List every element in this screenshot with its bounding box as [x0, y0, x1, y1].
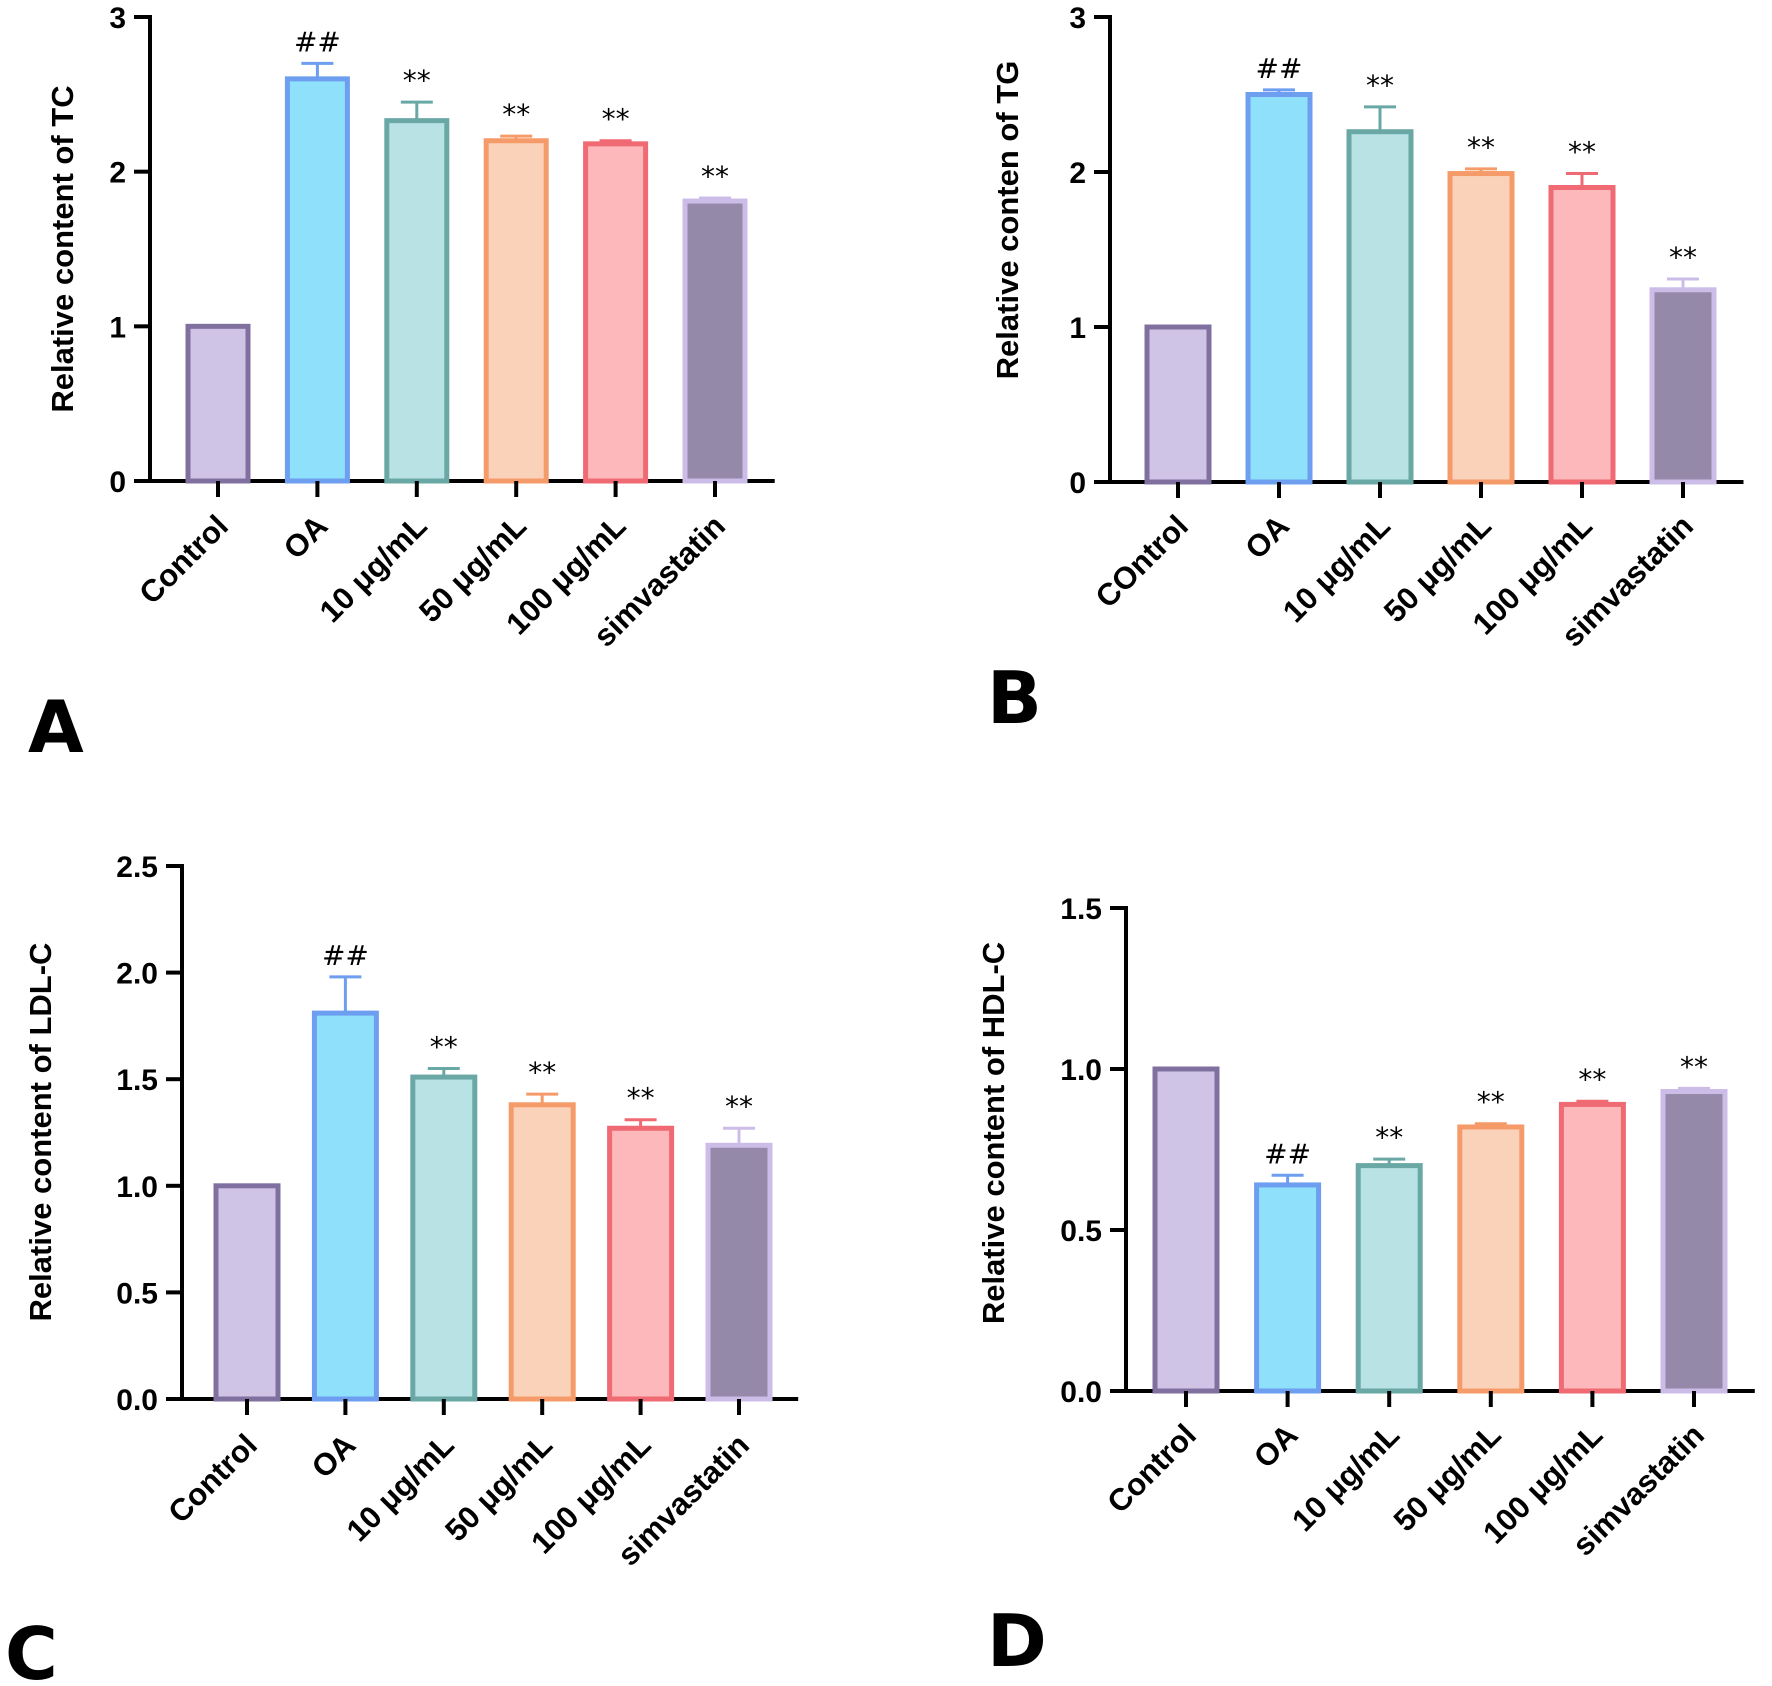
bar-6	[1649, 287, 1717, 485]
significance-label: **	[430, 1031, 458, 1064]
bar-1	[185, 323, 251, 484]
category-label: Control	[132, 508, 235, 611]
y-tick-label: 2	[1069, 157, 1086, 190]
bar-1	[1152, 1066, 1220, 1394]
significance-label: **	[1680, 1050, 1708, 1083]
panel-letter: B	[987, 656, 1042, 740]
chart-panel-B: 0 1 2 3 Relative conten of TG COntrol ## OA ** 10…	[987, 2, 1744, 740]
chart-panel-C: 0.0 0.5 1.0 1.5 2.0 2.5 Relative content of LD…	[5, 851, 799, 1686]
y-tick-label: 1	[109, 311, 126, 344]
significance-label: ##	[322, 939, 369, 972]
significance-label: **	[1578, 1063, 1606, 1096]
y-tick-label: 1.0	[116, 1171, 158, 1204]
y-tick-label: 0.5	[116, 1277, 158, 1310]
bar-2	[1254, 1182, 1322, 1394]
y-axis-title: Relative content of LDL-C	[23, 943, 58, 1322]
bar-5	[607, 1125, 675, 1402]
y-tick-label: 0.5	[1060, 1215, 1102, 1248]
category-label: Control	[161, 1427, 264, 1530]
chart-panel-A: 0 1 2 3 Relative content of TC Control ## OA ** 1…	[28, 2, 775, 769]
bar-5	[1558, 1101, 1626, 1394]
y-tick-label: 1.5	[116, 1064, 158, 1097]
y-tick-label: 1	[1069, 312, 1086, 345]
bar-4	[483, 138, 549, 484]
category-label: OA	[1238, 508, 1296, 566]
category-label: 10 μg/mL	[1285, 1417, 1406, 1538]
bar-6	[705, 1142, 773, 1402]
category-label: 10 μg/mL	[313, 508, 434, 629]
significance-label: **	[403, 64, 431, 97]
significance-label: **	[502, 98, 530, 131]
bar-4	[508, 1102, 576, 1402]
significance-label: **	[725, 1090, 753, 1123]
y-tick-label: 1.0	[1060, 1054, 1102, 1087]
y-tick-label: 0.0	[116, 1384, 158, 1417]
bar-3	[1355, 1163, 1423, 1394]
bar-1	[213, 1183, 281, 1402]
category-label: Control	[1100, 1417, 1203, 1520]
y-tick-label: 0.0	[1060, 1376, 1102, 1409]
category-label: 10 μg/mL	[340, 1427, 461, 1548]
significance-label: ##	[294, 25, 341, 58]
y-tick-label: 2.5	[116, 851, 158, 884]
bar-1	[1144, 324, 1212, 485]
y-tick-label: 2	[109, 157, 126, 190]
category-label: OA	[277, 508, 335, 566]
bar-4	[1447, 171, 1515, 485]
significance-label: **	[528, 1056, 556, 1089]
significance-label: ##	[1264, 1137, 1311, 1170]
category-label: OA	[305, 1427, 363, 1485]
chart-panel-D: 0.0 0.5 1.0 1.5 Relative content of HDL-C Con…	[976, 893, 1755, 1683]
significance-label: **	[1467, 131, 1495, 164]
y-tick-label: 3	[1069, 2, 1086, 35]
category-label: COntrol	[1089, 508, 1195, 614]
significance-label: **	[1366, 69, 1394, 102]
bar-3	[410, 1074, 478, 1402]
y-tick-label: 2.0	[116, 958, 158, 991]
significance-label: **	[602, 103, 630, 136]
y-tick-label: 1.5	[1060, 893, 1102, 926]
category-label: 10 μg/mL	[1276, 508, 1397, 629]
significance-label: ##	[1256, 52, 1303, 85]
panel-letter: D	[987, 1599, 1047, 1683]
bar-2	[311, 1010, 379, 1402]
bar-3	[384, 118, 450, 484]
significance-label: **	[701, 160, 729, 193]
panel-letter: A	[28, 685, 84, 769]
y-axis-title: Relative content of HDL-C	[976, 942, 1011, 1324]
significance-label: **	[1375, 1121, 1403, 1154]
y-tick-label: 0	[1069, 467, 1086, 500]
bar-6	[682, 198, 748, 484]
significance-label: **	[1568, 136, 1596, 169]
bar-2	[284, 76, 350, 484]
y-axis-title: Relative conten of TG	[990, 61, 1025, 380]
category-label: OA	[1247, 1417, 1305, 1475]
significance-label: **	[1477, 1086, 1505, 1119]
bar-5	[583, 141, 649, 484]
y-tick-label: 3	[109, 2, 126, 35]
bar-4	[1457, 1124, 1525, 1394]
panel-letter: C	[5, 1612, 58, 1686]
bar-3	[1346, 129, 1414, 485]
significance-label: **	[1669, 241, 1697, 274]
bar-6	[1660, 1089, 1728, 1394]
bar-2	[1245, 92, 1313, 485]
bar-5	[1548, 185, 1616, 485]
significance-label: **	[627, 1082, 655, 1115]
y-axis-title: Relative content of TC	[45, 85, 80, 412]
y-tick-label: 0	[109, 466, 126, 499]
